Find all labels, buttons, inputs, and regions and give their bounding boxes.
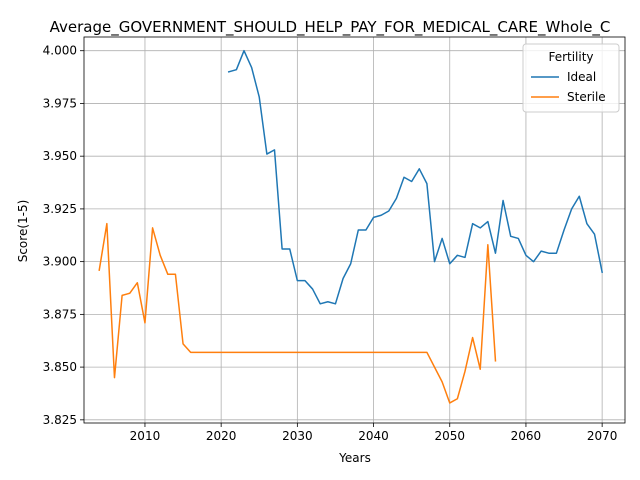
- x-tick-label: 2060: [511, 429, 542, 443]
- y-tick-label: 3.950: [43, 149, 77, 163]
- y-tick-label: 3.875: [43, 307, 77, 321]
- legend: Fertility Ideal Sterile: [522, 43, 620, 113]
- x-tick-label: 2070: [587, 429, 618, 443]
- y-tick-label: 3.850: [43, 360, 77, 374]
- series-line-sterile: [98, 222, 497, 404]
- y-tick-label: 3.975: [43, 96, 77, 110]
- x-axis-ticks: 2010 2020 2030 2040 2050 2060 2070: [130, 423, 618, 443]
- series-layer: [98, 49, 604, 404]
- legend-label-ideal: Ideal: [567, 70, 596, 84]
- chart-title: Average_GOVERNMENT_SHOULD_HELP_PAY_FOR_M…: [50, 18, 611, 37]
- y-tick-label: 3.900: [43, 255, 77, 269]
- y-tick-label: 3.925: [43, 202, 77, 216]
- axes-frame: [83, 36, 626, 424]
- grid: [84, 37, 625, 423]
- y-axis-ticks: 3.825 3.850 3.875 3.900 3.925 3.950 3.975 4.000: [43, 44, 84, 427]
- legend-title: Fertility: [548, 50, 593, 64]
- x-axis-label: Years: [338, 451, 371, 465]
- x-tick-label: 2050: [434, 429, 465, 443]
- x-tick-label: 2010: [130, 429, 161, 443]
- legend-box: [522, 43, 620, 113]
- x-tick-label: 2040: [358, 429, 389, 443]
- x-tick-label: 2030: [282, 429, 313, 443]
- legend-label-sterile: Sterile: [567, 90, 606, 104]
- series-line-ideal: [227, 49, 604, 305]
- x-tick-label: 2020: [206, 429, 237, 443]
- y-tick-label: 4.000: [43, 44, 77, 58]
- y-axis-label: Score(1-5): [16, 200, 30, 263]
- y-tick-label: 3.825: [43, 413, 77, 427]
